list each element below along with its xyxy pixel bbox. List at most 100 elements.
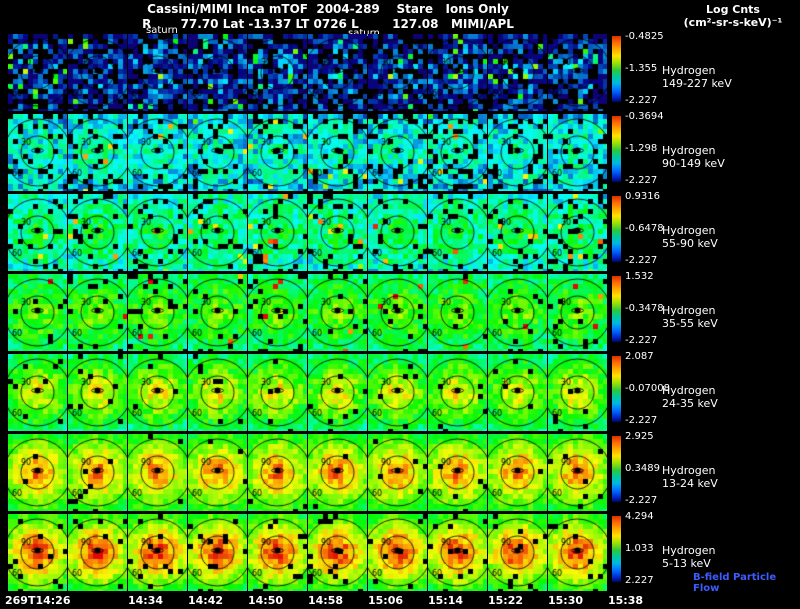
heatmap-panel bbox=[428, 114, 487, 191]
heatmap-panel bbox=[548, 514, 607, 591]
heatmap-panel bbox=[248, 114, 307, 191]
heatmap-panel bbox=[368, 114, 427, 191]
heatmap-panel bbox=[488, 114, 547, 191]
heatmap-panel bbox=[188, 274, 247, 351]
heatmap-panel bbox=[428, 354, 487, 431]
heatmap-panel bbox=[128, 514, 187, 591]
heatmap-panel bbox=[128, 354, 187, 431]
time-label: 15:38 bbox=[608, 594, 644, 607]
heatmap-panel bbox=[488, 194, 547, 271]
colorbar-tick: -0.4825 bbox=[625, 31, 664, 42]
colorbar bbox=[612, 36, 621, 102]
colorbar bbox=[612, 516, 621, 582]
units-line1: Log Cnts bbox=[706, 3, 760, 16]
heatmap-panel bbox=[488, 434, 547, 511]
bfield-flow-label: B-field Particle Flow bbox=[693, 572, 777, 594]
colorbar-tick: -0.3694 bbox=[625, 111, 664, 122]
heatmap-panel bbox=[68, 194, 127, 271]
colorbar-tick: -2.227 bbox=[625, 255, 658, 266]
heatmap-panel bbox=[248, 434, 307, 511]
heatmap-panel bbox=[188, 114, 247, 191]
energy-band-label: Hydrogen 35-55 keV bbox=[662, 304, 718, 330]
heatmap-panel bbox=[428, 274, 487, 351]
energy-band-label: Hydrogen 24-35 keV bbox=[662, 384, 718, 410]
species-label: Hydrogen bbox=[662, 64, 716, 77]
colorbar bbox=[612, 276, 621, 342]
heatmap-panel bbox=[128, 274, 187, 351]
heatmap-panel bbox=[248, 274, 307, 351]
heatmap-panel bbox=[308, 514, 367, 591]
heatmap-panel bbox=[8, 194, 67, 271]
energy-band-label: Hydrogen 55-90 keV bbox=[662, 224, 718, 250]
heatmap-panel bbox=[548, 434, 607, 511]
heatmap-panel bbox=[308, 434, 367, 511]
time-label: 15:22 bbox=[488, 594, 524, 607]
heatmap-panel bbox=[488, 274, 547, 351]
heatmap-panel bbox=[248, 194, 307, 271]
energy-range-label: 90-149 keV bbox=[662, 157, 725, 170]
heatmap-panel bbox=[368, 194, 427, 271]
heatmap-panel bbox=[488, 34, 547, 111]
heatmap-panel bbox=[308, 194, 367, 271]
time-label: 269T14:26 bbox=[5, 594, 71, 607]
time-label: 14:58 bbox=[308, 594, 344, 607]
heatmap-panel bbox=[428, 514, 487, 591]
energy-range-label: 13-24 keV bbox=[662, 477, 718, 490]
colorbar-tick: 1.033 bbox=[625, 543, 654, 554]
species-label: Hydrogen bbox=[662, 304, 716, 317]
heatmap-panel bbox=[188, 354, 247, 431]
heatmap-panel bbox=[68, 114, 127, 191]
heatmap-panel bbox=[368, 354, 427, 431]
colorbar-tick: 4.294 bbox=[625, 511, 654, 522]
time-label: 15:14 bbox=[428, 594, 464, 607]
heatmap-panel bbox=[8, 434, 67, 511]
colorbar bbox=[612, 116, 621, 182]
heatmap-panel bbox=[8, 274, 67, 351]
time-label: 15:30 bbox=[548, 594, 584, 607]
heatmap-panel bbox=[128, 434, 187, 511]
colorbar-tick: -2.227 bbox=[625, 95, 658, 106]
heatmap-panel bbox=[68, 434, 127, 511]
energy-range-label: 149-227 keV bbox=[662, 77, 732, 90]
colorbar-tick: -0.07008 bbox=[625, 383, 670, 394]
energy-range-label: 55-90 keV bbox=[662, 237, 718, 250]
colorbar-tick: -0.3478 bbox=[625, 303, 664, 314]
colorbar-tick: -2.227 bbox=[625, 415, 658, 426]
heatmap-panel bbox=[368, 274, 427, 351]
units-line2: (cm²-sr-s-keV)⁻¹ bbox=[683, 16, 783, 29]
heatmap-panel bbox=[8, 514, 67, 591]
time-label: 14:50 bbox=[248, 594, 284, 607]
energy-range-label: 5-13 keV bbox=[662, 557, 711, 570]
species-label: Hydrogen bbox=[662, 224, 716, 237]
heatmap-panel bbox=[188, 34, 247, 111]
heatmap-panel bbox=[548, 34, 607, 111]
heatmap-panel bbox=[548, 274, 607, 351]
colorbar bbox=[612, 196, 621, 262]
colorbar bbox=[612, 436, 621, 502]
heatmap-panel bbox=[128, 34, 187, 111]
species-label: Hydrogen bbox=[662, 384, 716, 397]
heatmap-panel bbox=[548, 114, 607, 191]
plot-subtitle: R 77.70 Lat -13.37 LT 0726 L 127.08 MIMI… bbox=[142, 17, 514, 31]
heatmap-panel bbox=[128, 114, 187, 191]
heatmap-panel bbox=[308, 114, 367, 191]
energy-range-label: 24-35 keV bbox=[662, 397, 718, 410]
time-axis: 269T14:26 14:34 14:42 14:50 14:58 15:06 15:14 1… bbox=[0, 594, 800, 609]
heatmap-panel bbox=[308, 274, 367, 351]
heatmap-panel bbox=[8, 34, 67, 111]
plot-title: Cassini/MIMI Inca mTOF 2004-289 Stare Io… bbox=[147, 2, 509, 16]
heatmap-panel bbox=[428, 34, 487, 111]
colorbar-tick: 0.3489 bbox=[625, 463, 660, 474]
species-label: Hydrogen bbox=[662, 144, 716, 157]
colorbar-tick: 2.087 bbox=[625, 351, 654, 362]
colorbar-tick: -0.6478 bbox=[625, 223, 664, 234]
energy-band-label: Hydrogen 90-149 keV bbox=[662, 144, 725, 170]
species-label: Hydrogen bbox=[662, 464, 716, 477]
heatmap-panel bbox=[428, 434, 487, 511]
colorbar-tick: -1.355 bbox=[625, 63, 658, 74]
heatmap-panel bbox=[368, 34, 427, 111]
heatmap-panel bbox=[68, 354, 127, 431]
colorbar-tick: -1.298 bbox=[625, 143, 658, 154]
species-label: Hydrogen bbox=[662, 544, 716, 557]
heatmap-panel bbox=[68, 514, 127, 591]
